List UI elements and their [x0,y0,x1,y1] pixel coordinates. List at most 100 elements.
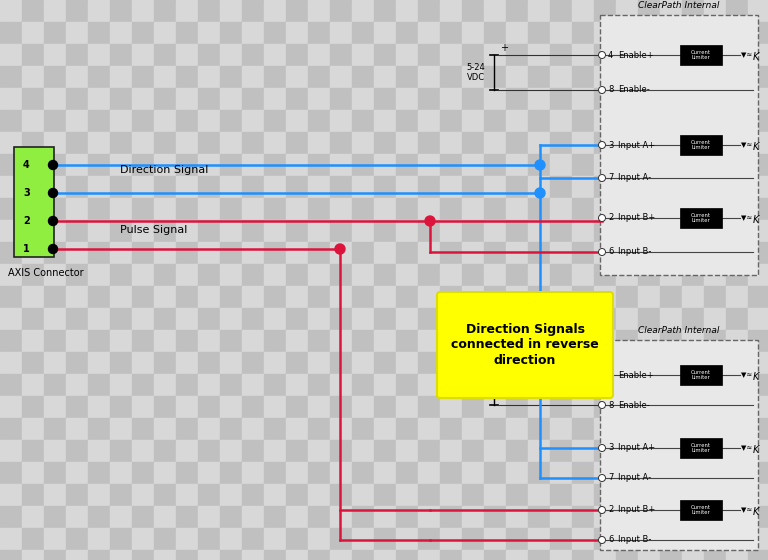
Bar [176,286,198,308]
Text: Pulse Signal: Pulse Signal [120,225,187,235]
Bar [352,528,374,550]
Bar [660,88,682,110]
Bar [132,154,154,176]
Bar [0,220,22,242]
Bar [220,132,242,154]
Bar [176,528,198,550]
Text: K: K [753,372,760,382]
Bar [176,550,198,560]
Bar [220,528,242,550]
Bar [198,462,220,484]
Bar [484,396,506,418]
Bar [0,242,22,264]
Bar [22,22,44,44]
Text: Enable-: Enable- [618,400,650,409]
Bar [374,506,396,528]
Bar [528,88,550,110]
Bar [550,132,572,154]
Bar [550,308,572,330]
Bar [286,484,308,506]
Bar [418,418,440,440]
Bar [418,462,440,484]
Bar [44,176,66,198]
Bar [506,352,528,374]
Bar [726,484,748,506]
Bar [220,176,242,198]
Bar [242,154,264,176]
Bar [154,330,176,352]
Bar [308,264,330,286]
Bar [198,88,220,110]
Bar [88,330,110,352]
Bar [22,352,44,374]
Bar [462,396,484,418]
Bar [220,198,242,220]
Bar [572,154,594,176]
Bar [550,22,572,44]
Bar [682,550,704,560]
Bar [88,220,110,242]
Text: Current
Limiter: Current Limiter [691,442,711,454]
Bar [88,264,110,286]
Bar [22,176,44,198]
Bar [682,110,704,132]
Bar [484,352,506,374]
Bar [418,66,440,88]
Bar [286,22,308,44]
Text: Direction Signals
connected in reverse
direction: Direction Signals connected in reverse d… [451,324,599,366]
Bar [22,132,44,154]
Text: Enable-: Enable- [618,86,650,95]
Bar [418,506,440,528]
Bar [132,88,154,110]
Bar [484,176,506,198]
Bar [154,462,176,484]
Bar [704,484,726,506]
Bar [176,176,198,198]
Bar [308,374,330,396]
Bar [330,0,352,22]
Bar [44,352,66,374]
Bar [220,352,242,374]
Bar [44,308,66,330]
Bar [462,176,484,198]
Bar [308,440,330,462]
Bar [0,352,22,374]
Bar [484,220,506,242]
Bar [418,264,440,286]
Bar [704,22,726,44]
Bar [0,22,22,44]
Bar [396,264,418,286]
Bar [308,242,330,264]
Bar [0,176,22,198]
Bar [308,396,330,418]
Text: Direction Signal: Direction Signal [120,165,208,175]
Bar [418,330,440,352]
Bar [396,154,418,176]
Bar [66,132,88,154]
Bar [264,440,286,462]
Bar [704,352,726,374]
Bar [330,418,352,440]
Bar [286,0,308,22]
FancyBboxPatch shape [600,15,758,275]
Bar [616,110,638,132]
Bar [396,374,418,396]
Bar [396,440,418,462]
Bar [682,396,704,418]
Text: ▼≈: ▼≈ [741,372,755,378]
Bar [264,484,286,506]
Bar [154,506,176,528]
Bar [176,484,198,506]
Bar [374,352,396,374]
Bar [66,528,88,550]
Bar [462,66,484,88]
Text: 4: 4 [608,371,614,380]
Bar [176,198,198,220]
Text: 2: 2 [608,506,614,515]
Bar [154,242,176,264]
Bar [154,550,176,560]
Bar [550,264,572,286]
Bar [506,242,528,264]
Bar [220,110,242,132]
Bar [88,550,110,560]
